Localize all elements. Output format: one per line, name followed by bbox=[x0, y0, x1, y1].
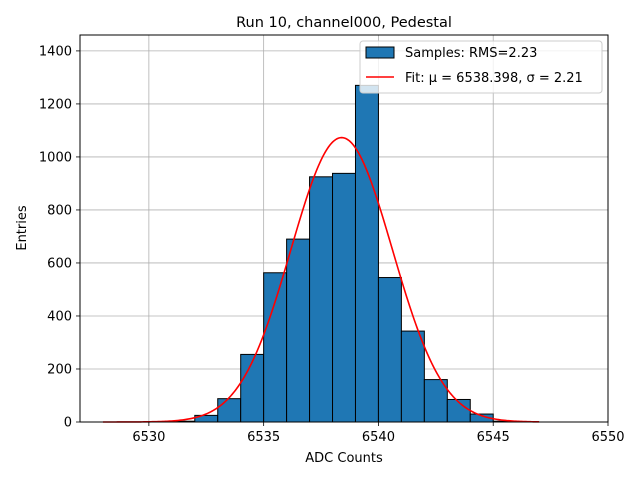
y-tick-label: 200 bbox=[47, 362, 72, 377]
x-tick-label: 6540 bbox=[362, 430, 395, 445]
legend: Samples: RMS=2.23 Fit: μ = 6538.398, σ =… bbox=[359, 40, 603, 94]
histogram-bar bbox=[286, 238, 311, 423]
y-tick-label: 800 bbox=[47, 203, 72, 218]
histogram-bar bbox=[263, 272, 288, 423]
x-tick-label: 6535 bbox=[247, 430, 280, 445]
chart-title: Run 10, channel000, Pedestal bbox=[236, 15, 452, 31]
y-axis-ticks: 0 200 400 600 800 1000 1200 1400 bbox=[39, 44, 80, 431]
x-tick-label: 6545 bbox=[477, 430, 510, 445]
x-tick-label: 6550 bbox=[591, 430, 624, 445]
y-tick-label: 400 bbox=[47, 309, 72, 324]
y-tick-label: 1200 bbox=[39, 97, 72, 112]
histogram-bar bbox=[240, 353, 265, 423]
legend-label-samples: Samples: RMS=2.23 bbox=[405, 46, 537, 61]
y-tick-label: 1000 bbox=[39, 150, 72, 165]
histogram-bar bbox=[309, 176, 334, 423]
y-tick-label: 1400 bbox=[39, 44, 72, 59]
histogram-bar bbox=[400, 330, 425, 423]
y-tick-label: 0 bbox=[64, 416, 72, 431]
plot-frame bbox=[79, 34, 609, 423]
legend-swatch-samples bbox=[365, 46, 395, 59]
y-tick-label: 600 bbox=[47, 256, 72, 271]
y-axis-label: Entries bbox=[15, 205, 30, 251]
x-axis-ticks: 6530 6535 6540 6545 6550 bbox=[132, 422, 625, 445]
x-tick-label: 6530 bbox=[132, 430, 165, 445]
histogram-bar bbox=[354, 84, 379, 423]
legend-label-fit: Fit: μ = 6538.398, σ = 2.21 bbox=[405, 71, 583, 86]
legend-box bbox=[359, 40, 603, 94]
histogram-bars bbox=[171, 84, 517, 423]
x-axis-label: ADC Counts bbox=[305, 451, 383, 466]
histogram-bar bbox=[377, 277, 402, 423]
histogram-bar bbox=[217, 398, 242, 423]
fit-curve bbox=[102, 136, 540, 423]
histogram-bar bbox=[332, 172, 356, 423]
